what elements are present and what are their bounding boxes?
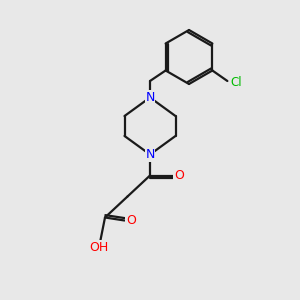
Text: O: O [174, 169, 184, 182]
Text: OH: OH [89, 241, 109, 254]
Text: N: N [145, 91, 155, 104]
Text: O: O [126, 214, 136, 227]
Text: Cl: Cl [230, 76, 242, 89]
Text: N: N [145, 148, 155, 161]
